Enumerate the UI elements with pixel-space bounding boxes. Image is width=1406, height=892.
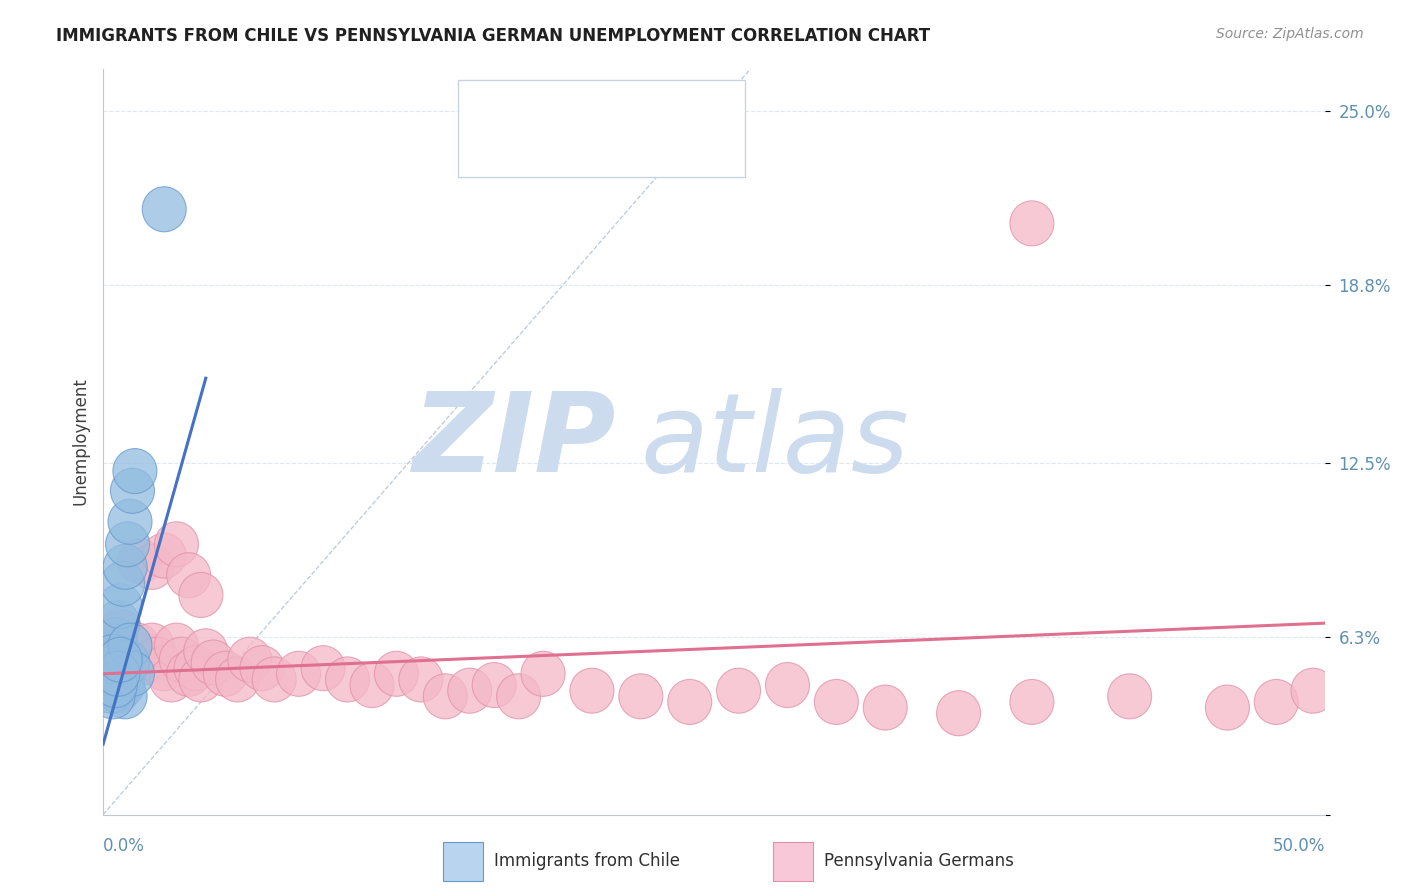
Ellipse shape	[1108, 673, 1152, 719]
Ellipse shape	[399, 657, 443, 702]
Ellipse shape	[814, 680, 858, 724]
Ellipse shape	[98, 651, 142, 697]
Ellipse shape	[167, 553, 211, 598]
Ellipse shape	[98, 609, 142, 654]
Ellipse shape	[101, 561, 145, 607]
Ellipse shape	[423, 673, 467, 719]
Ellipse shape	[105, 640, 149, 685]
Ellipse shape	[118, 539, 162, 583]
Ellipse shape	[93, 617, 138, 663]
Ellipse shape	[496, 673, 541, 719]
Ellipse shape	[96, 600, 139, 646]
Ellipse shape	[215, 657, 260, 702]
Ellipse shape	[569, 668, 614, 714]
Ellipse shape	[936, 690, 980, 736]
Ellipse shape	[1010, 201, 1054, 246]
Ellipse shape	[89, 668, 132, 714]
Ellipse shape	[191, 640, 235, 685]
Ellipse shape	[93, 663, 138, 707]
Ellipse shape	[204, 651, 247, 697]
Ellipse shape	[1254, 680, 1298, 724]
Ellipse shape	[108, 624, 152, 668]
Ellipse shape	[179, 657, 224, 702]
Ellipse shape	[447, 668, 492, 714]
Text: atlas: atlas	[641, 388, 910, 495]
Ellipse shape	[174, 646, 218, 690]
Ellipse shape	[135, 637, 179, 682]
Ellipse shape	[105, 522, 149, 566]
Ellipse shape	[101, 637, 145, 682]
Ellipse shape	[277, 651, 321, 697]
Ellipse shape	[472, 663, 516, 707]
Ellipse shape	[89, 624, 132, 668]
Ellipse shape	[765, 663, 810, 707]
Ellipse shape	[228, 637, 271, 682]
Ellipse shape	[125, 634, 169, 680]
Text: Source: ZipAtlas.com: Source: ZipAtlas.com	[1216, 27, 1364, 41]
Ellipse shape	[1205, 685, 1250, 731]
Ellipse shape	[668, 680, 711, 724]
Ellipse shape	[374, 651, 419, 697]
Ellipse shape	[91, 634, 135, 680]
Ellipse shape	[93, 657, 138, 702]
Ellipse shape	[863, 685, 907, 731]
Ellipse shape	[717, 668, 761, 714]
Ellipse shape	[240, 646, 284, 690]
Ellipse shape	[105, 646, 149, 690]
Ellipse shape	[142, 186, 186, 232]
Ellipse shape	[1010, 680, 1054, 724]
Ellipse shape	[91, 629, 135, 673]
Ellipse shape	[179, 573, 224, 617]
Ellipse shape	[112, 449, 157, 493]
Ellipse shape	[159, 637, 204, 682]
Ellipse shape	[129, 544, 174, 590]
Ellipse shape	[115, 624, 159, 668]
Ellipse shape	[96, 617, 139, 663]
Ellipse shape	[142, 646, 186, 690]
Ellipse shape	[1291, 668, 1334, 714]
Y-axis label: Unemployment: Unemployment	[72, 377, 89, 506]
Ellipse shape	[155, 624, 198, 668]
Text: 50.0%: 50.0%	[1272, 837, 1326, 855]
Ellipse shape	[103, 544, 148, 590]
Ellipse shape	[89, 646, 132, 690]
Ellipse shape	[111, 629, 155, 673]
Ellipse shape	[91, 629, 135, 673]
Ellipse shape	[121, 640, 165, 685]
Ellipse shape	[350, 663, 394, 707]
Ellipse shape	[98, 637, 142, 682]
Ellipse shape	[301, 646, 344, 690]
Ellipse shape	[129, 624, 174, 668]
Ellipse shape	[98, 583, 142, 629]
Ellipse shape	[103, 673, 148, 719]
Ellipse shape	[252, 657, 297, 702]
Text: ZIP: ZIP	[413, 388, 616, 495]
Ellipse shape	[155, 522, 198, 566]
Ellipse shape	[111, 468, 155, 513]
Ellipse shape	[522, 651, 565, 697]
Ellipse shape	[142, 533, 186, 578]
Ellipse shape	[326, 657, 370, 702]
Text: 0.0%: 0.0%	[103, 837, 145, 855]
Ellipse shape	[108, 500, 152, 544]
Ellipse shape	[184, 629, 228, 673]
Ellipse shape	[149, 657, 194, 702]
Ellipse shape	[111, 651, 155, 697]
Ellipse shape	[101, 663, 145, 707]
Ellipse shape	[96, 668, 139, 714]
Ellipse shape	[619, 673, 662, 719]
Ellipse shape	[167, 651, 211, 697]
Ellipse shape	[96, 651, 139, 697]
Text: IMMIGRANTS FROM CHILE VS PENNSYLVANIA GERMAN UNEMPLOYMENT CORRELATION CHART: IMMIGRANTS FROM CHILE VS PENNSYLVANIA GE…	[56, 27, 931, 45]
Ellipse shape	[91, 673, 135, 719]
